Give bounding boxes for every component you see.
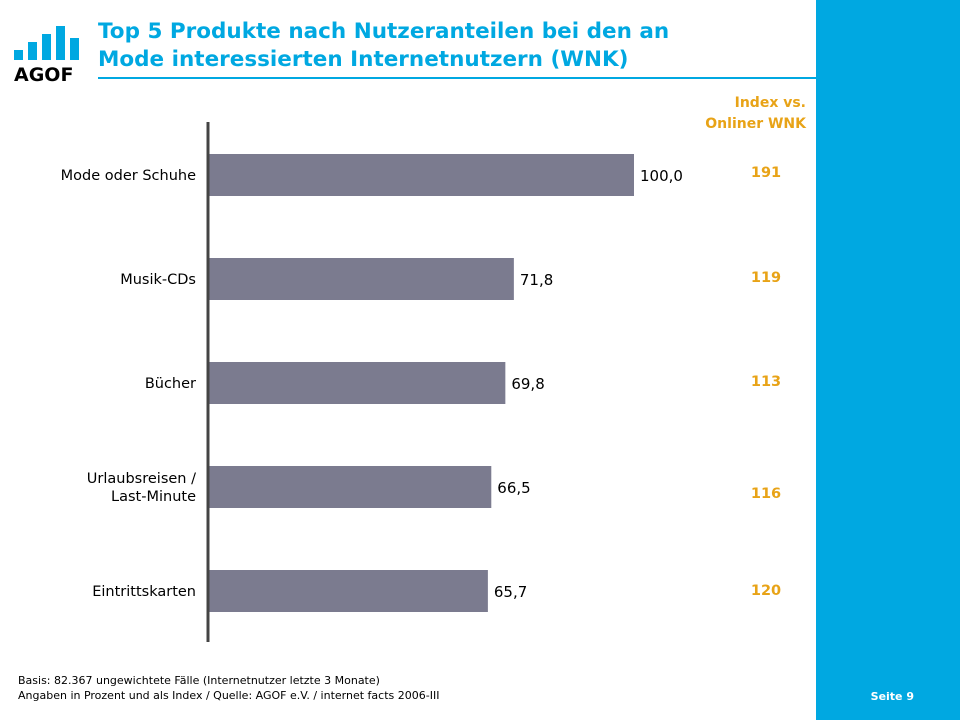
agof-logo: AGOF [14,20,80,90]
bar [208,466,492,508]
category-label: Musik-CDs [120,272,196,288]
index-value: 119 [750,270,782,286]
index-value: 113 [750,374,782,390]
logo-bar [70,38,79,60]
category-label: Mode oder Schuhe [61,168,196,184]
page-title: Top 5 Produkte nach Nutzeranteilen bei d… [98,19,670,72]
footnote: Basis: 82.367 ungewichtete Fälle (Intern… [18,673,798,703]
category-label: Eintrittskarten [92,584,196,600]
logo-bar [42,34,51,60]
footnote-basis: Basis: 82.367 ungewichtete Fälle (Intern… [18,674,380,687]
bar [208,258,514,300]
value-label: 65,7 [494,583,527,601]
category-label: Last-Minute [111,489,196,505]
value-label: 66,5 [497,479,530,497]
index-header: Index vs. Onliner WNK [705,95,806,132]
value-label: 71,8 [520,271,553,289]
category-label: Urlaubsreisen / [87,471,196,487]
category-label: Bücher [145,376,196,392]
bar [208,570,488,612]
logo-bar [28,42,37,60]
index-value: 120 [750,583,782,599]
page-number: Seite 9 [870,690,914,703]
footnote-source: Angaben in Prozent und als Index / Quell… [18,689,440,702]
bar [208,154,634,196]
logo-bar [14,50,23,60]
right-sidebar [816,0,960,720]
value-label: 100,0 [640,167,683,185]
index-value: 191 [750,165,782,181]
logo-bar [56,26,65,60]
logo-text: AGOF [14,64,74,86]
index-value: 116 [750,486,782,502]
title-underline [98,77,816,79]
bar [208,362,506,404]
value-label: 69,8 [511,375,544,393]
